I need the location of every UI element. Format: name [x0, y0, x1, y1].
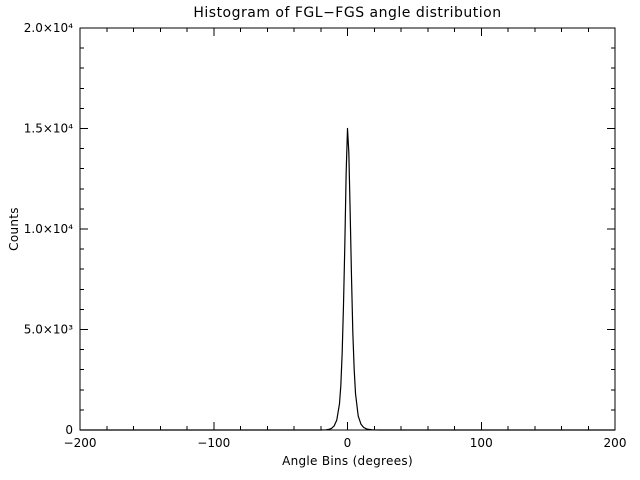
y-tick-label: 1.5×10⁴ — [24, 122, 73, 136]
x-tick-label: 0 — [344, 436, 352, 450]
x-tick-label: 200 — [604, 436, 627, 450]
y-tick-label: 1.0×10⁴ — [24, 222, 73, 236]
x-tick-label: −100 — [197, 436, 230, 450]
x-tick-label: 100 — [470, 436, 493, 450]
chart-title: Histogram of FGL−FGS angle distribution — [193, 5, 502, 21]
histogram-curve — [80, 127, 615, 431]
axes-frame — [79, 27, 616, 431]
y-tick-label: 5.0×10³ — [24, 323, 73, 337]
x-axis-label: Angle Bins (degrees) — [282, 454, 413, 468]
y-tick-label: 2.0×10⁴ — [24, 21, 73, 35]
x-tick-label: −200 — [64, 436, 97, 450]
y-tick-label: 0 — [65, 423, 73, 437]
